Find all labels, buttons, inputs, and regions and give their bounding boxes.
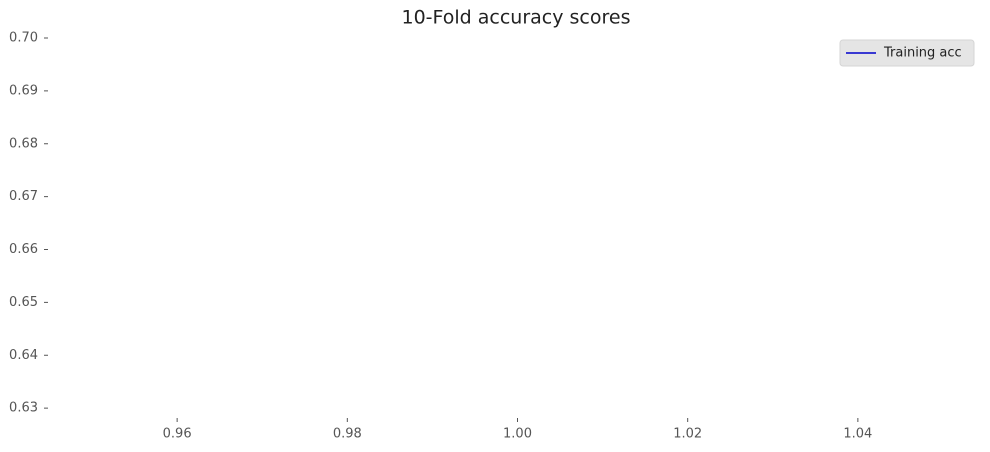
x-tick-label: 0.96 (163, 427, 192, 442)
chart-title: 10-Fold accuracy scores (401, 7, 630, 29)
x-tick-label: 1.00 (503, 427, 532, 442)
y-tick-label: 0.66 (9, 242, 38, 257)
x-tick-label: 1.04 (843, 427, 872, 442)
y-tick-label: 0.63 (9, 401, 38, 416)
legend-box (839, 39, 975, 67)
y-tick-label: 0.67 (9, 189, 38, 204)
legend: Training acc (839, 39, 975, 67)
y-tick-label: 0.70 (9, 31, 38, 46)
y-tick-label: 0.65 (9, 295, 38, 310)
y-tick-label: 0.64 (9, 348, 38, 363)
y-tick-label: 0.68 (9, 136, 38, 151)
y-tick-label: 0.69 (9, 83, 38, 98)
x-tick-label: 0.98 (333, 427, 362, 442)
x-tick-label: 1.02 (673, 427, 702, 442)
legend-label: Training acc (883, 46, 962, 61)
